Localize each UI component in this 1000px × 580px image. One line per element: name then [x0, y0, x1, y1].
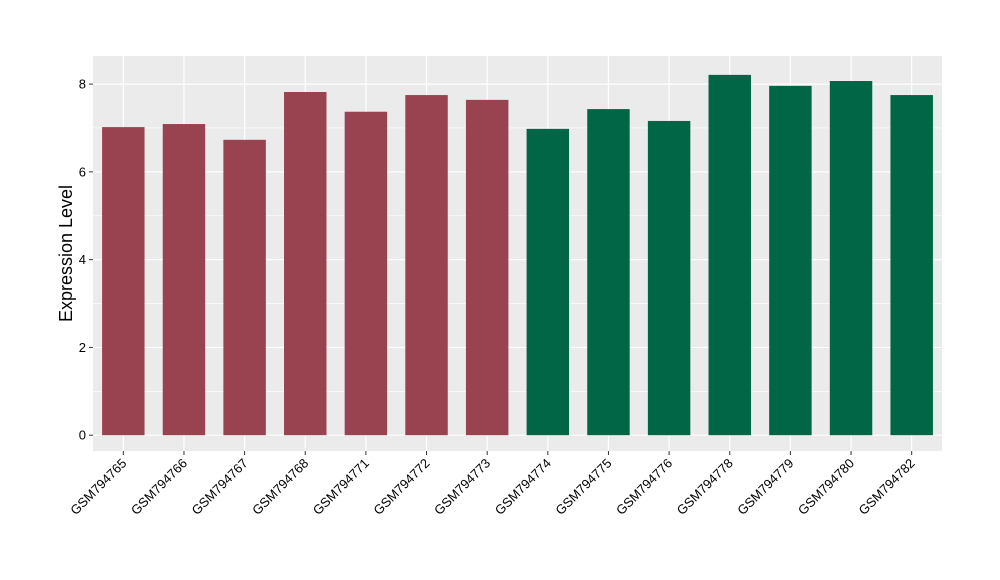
x-tick-label: GSM794776 — [613, 456, 675, 518]
x-tick-label: GSM794778 — [674, 456, 736, 518]
bar-GSM794772 — [405, 95, 448, 436]
bar-GSM794768 — [284, 91, 327, 436]
x-tick-label: GSM794774 — [492, 456, 554, 518]
y-tick-label: 0 — [79, 428, 86, 443]
bar-GSM794771 — [344, 111, 388, 436]
x-tick-label: GSM794773 — [431, 456, 493, 518]
x-tick-label: GSM794772 — [370, 456, 432, 518]
x-tick-label: GSM794780 — [795, 456, 857, 518]
bar-GSM794767 — [223, 139, 266, 436]
bar-GSM794765 — [102, 127, 145, 436]
x-tick-label: GSM794765 — [67, 456, 129, 518]
x-tick-label: GSM794775 — [552, 456, 614, 518]
y-tick-label: 6 — [79, 164, 86, 179]
bar-GSM794775 — [587, 109, 630, 436]
y-tick-label: 2 — [79, 340, 86, 355]
bar-GSM794779 — [769, 85, 812, 436]
bar-GSM794780 — [829, 81, 873, 436]
bar-GSM794774 — [526, 128, 570, 436]
bar-GSM794776 — [647, 120, 691, 436]
x-axis: GSM794765GSM794766GSM794767GSM794768GSM7… — [67, 451, 918, 518]
bar-GSM794766 — [162, 124, 206, 436]
x-tick-label: GSM794782 — [856, 456, 918, 518]
x-tick-label: GSM794771 — [310, 456, 372, 518]
bar-GSM794782 — [890, 95, 933, 436]
x-tick-label: GSM794767 — [189, 456, 251, 518]
x-tick-label: GSM794766 — [128, 456, 190, 518]
x-tick-label: GSM794768 — [249, 456, 311, 518]
y-tick-label: 8 — [79, 77, 86, 92]
bar-GSM794778 — [708, 74, 751, 436]
bars — [102, 74, 933, 436]
x-tick-label: GSM794779 — [734, 456, 796, 518]
bar-GSM794773 — [465, 99, 509, 436]
y-tick-label: 4 — [79, 252, 86, 267]
y-axis-title: Expression Level — [56, 185, 76, 322]
y-axis: 0 2 4 6 8 — [79, 77, 93, 443]
plot-panel — [93, 56, 942, 451]
